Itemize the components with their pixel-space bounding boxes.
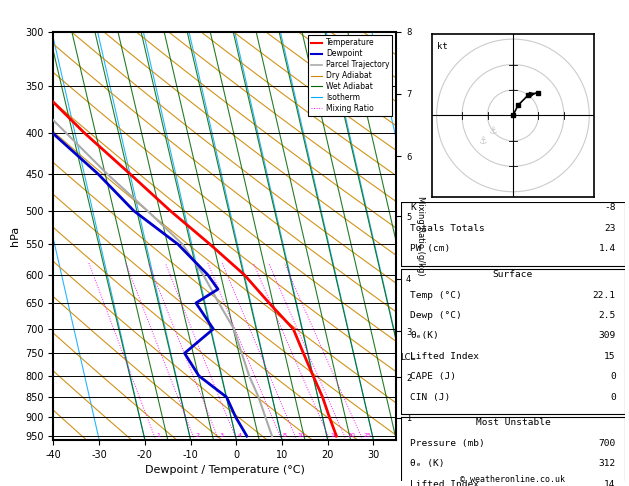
Text: θₑ(K): θₑ(K) bbox=[410, 331, 439, 340]
Text: Most Unstable: Most Unstable bbox=[476, 418, 550, 427]
Text: 4: 4 bbox=[237, 433, 242, 438]
Text: 22.1: 22.1 bbox=[593, 291, 616, 299]
Text: 2: 2 bbox=[196, 433, 199, 438]
Text: 23: 23 bbox=[604, 224, 616, 233]
Text: 312: 312 bbox=[598, 459, 616, 469]
Text: 1.4: 1.4 bbox=[598, 244, 616, 253]
Legend: Temperature, Dewpoint, Parcel Trajectory, Dry Adiabat, Wet Adiabat, Isotherm, Mi: Temperature, Dewpoint, Parcel Trajectory… bbox=[308, 35, 392, 116]
Text: ⚓: ⚓ bbox=[478, 136, 487, 146]
Text: © weatheronline.co.uk: © weatheronline.co.uk bbox=[460, 474, 565, 484]
Text: θₑ (K): θₑ (K) bbox=[410, 459, 445, 469]
Text: 25: 25 bbox=[364, 433, 372, 438]
Text: K: K bbox=[410, 203, 416, 212]
Text: 309: 309 bbox=[598, 331, 616, 340]
Y-axis label: Mixing Ratio (g/kg): Mixing Ratio (g/kg) bbox=[416, 196, 425, 276]
Text: Surface: Surface bbox=[493, 270, 533, 279]
Text: PW (cm): PW (cm) bbox=[410, 244, 450, 253]
Text: 15: 15 bbox=[604, 352, 616, 361]
Text: 3: 3 bbox=[220, 433, 224, 438]
Text: 20: 20 bbox=[347, 433, 355, 438]
Text: 10: 10 bbox=[298, 433, 306, 438]
Text: Lifted Index: Lifted Index bbox=[410, 352, 479, 361]
Text: CAPE (J): CAPE (J) bbox=[410, 372, 456, 381]
Text: 16: 16 bbox=[331, 433, 338, 438]
Text: 1: 1 bbox=[157, 433, 160, 438]
Text: Totals Totals: Totals Totals bbox=[410, 224, 485, 233]
Text: Lifted Index: Lifted Index bbox=[410, 480, 479, 486]
Text: 700: 700 bbox=[598, 439, 616, 448]
Text: kt: kt bbox=[437, 42, 447, 51]
Text: -8: -8 bbox=[604, 203, 616, 212]
Text: Pressure (mb): Pressure (mb) bbox=[410, 439, 485, 448]
Text: 0: 0 bbox=[610, 393, 616, 401]
Text: 8: 8 bbox=[282, 433, 286, 438]
Text: 0: 0 bbox=[610, 372, 616, 381]
Y-axis label: hPa: hPa bbox=[9, 226, 19, 246]
Text: 14: 14 bbox=[604, 480, 616, 486]
Text: CIN (J): CIN (J) bbox=[410, 393, 450, 401]
Text: Temp (°C): Temp (°C) bbox=[410, 291, 462, 299]
Text: LCL: LCL bbox=[399, 353, 415, 362]
Text: Dewp (°C): Dewp (°C) bbox=[410, 311, 462, 320]
X-axis label: Dewpoint / Temperature (°C): Dewpoint / Temperature (°C) bbox=[145, 465, 305, 475]
Text: 2.5: 2.5 bbox=[598, 311, 616, 320]
Text: ⚓: ⚓ bbox=[488, 126, 497, 136]
